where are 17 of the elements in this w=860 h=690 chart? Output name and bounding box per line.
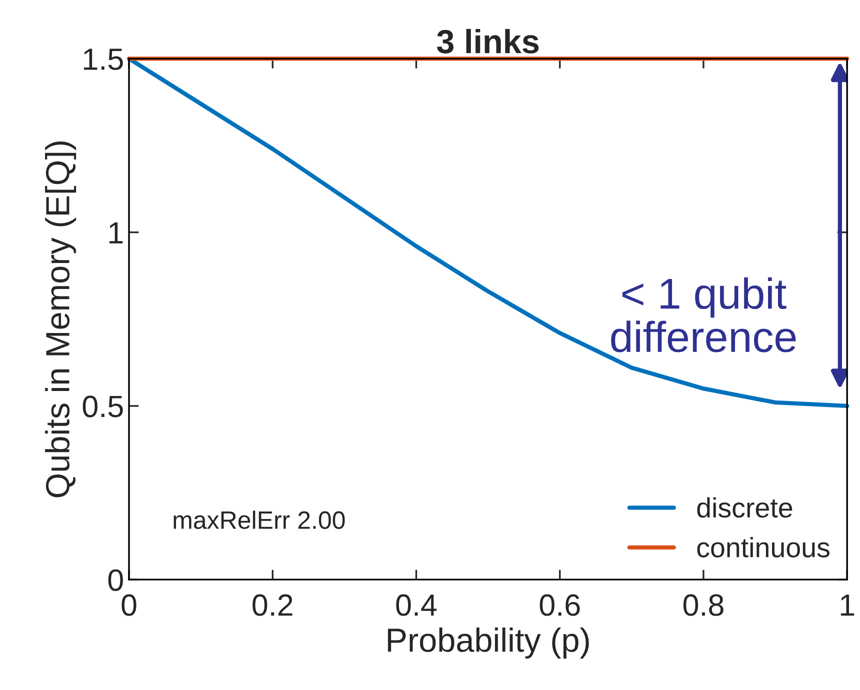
y-tick-label: 1 — [109, 222, 123, 244]
annotation: maxRelErr 2.00 — [174, 510, 345, 530]
x-tick-label: 0.6 — [540, 594, 580, 616]
x-tick-label: 0.8 — [683, 594, 724, 616]
annotation: < 1 qubit difference — [611, 277, 796, 352]
y-tick-label: 0.5 — [82, 396, 123, 418]
y-tick-label: 1.5 — [84, 48, 123, 70]
legend-label: continuous — [697, 537, 830, 558]
x-tick-label: 1 — [840, 594, 854, 616]
x-tick-label: 0 — [122, 594, 136, 616]
x-tick-label: 0.2 — [252, 594, 292, 616]
x-tick-label: 0.4 — [396, 594, 437, 616]
y-axis-title: Qubits in Memory (E[Q]) — [45, 142, 76, 498]
x-axis-title: Probability (p) — [388, 628, 589, 659]
chart-title: 3 links — [436, 28, 539, 54]
y-tick-label: 0 — [108, 569, 123, 591]
legend-label: discrete — [697, 497, 792, 518]
